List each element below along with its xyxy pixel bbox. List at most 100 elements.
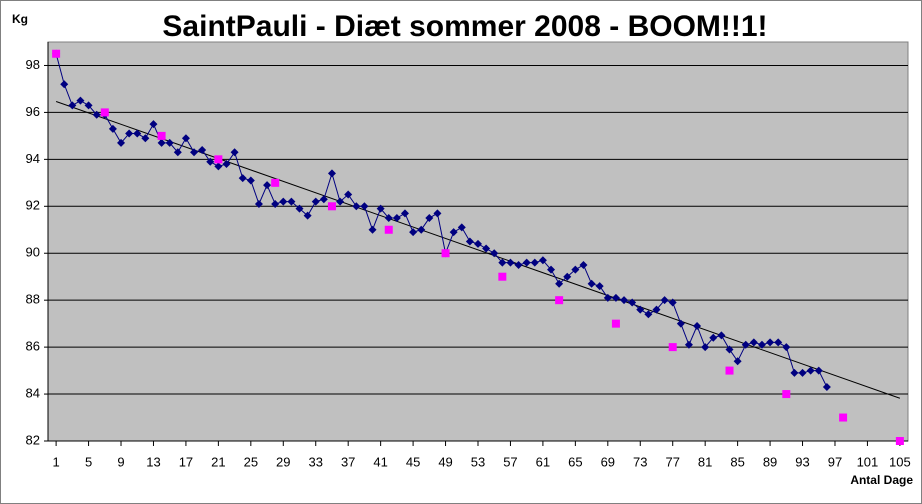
point — [660, 296, 669, 305]
point — [587, 279, 596, 288]
point — [254, 199, 263, 208]
point — [311, 197, 320, 206]
y-tick-label: 86 — [26, 339, 40, 354]
point — [238, 174, 247, 183]
point — [425, 214, 434, 223]
x-tick-label: 61 — [536, 454, 550, 469]
x-tick-label: 93 — [795, 454, 809, 469]
point — [611, 319, 620, 328]
point — [530, 258, 539, 267]
y-tick-label: 94 — [26, 151, 40, 166]
point — [611, 293, 620, 302]
point — [206, 157, 215, 166]
x-tick-label: 45 — [406, 454, 420, 469]
x-tick-label: 57 — [503, 454, 517, 469]
point — [522, 258, 531, 267]
point — [327, 202, 336, 211]
point — [465, 237, 474, 246]
point — [190, 148, 199, 157]
point — [733, 357, 742, 366]
point — [279, 197, 288, 206]
point — [117, 138, 126, 147]
x-tick-label: 81 — [698, 454, 712, 469]
x-tick-label: 1 — [52, 454, 59, 469]
x-tick-label: 29 — [276, 454, 290, 469]
trendline — [55, 100, 901, 399]
point — [327, 169, 336, 178]
point — [303, 211, 312, 220]
point — [271, 178, 280, 187]
point — [498, 272, 507, 281]
point — [368, 225, 377, 234]
point — [490, 249, 499, 258]
point — [100, 108, 109, 117]
point — [538, 256, 547, 265]
point — [165, 138, 174, 147]
x-tick-label: 105 — [889, 454, 911, 469]
point — [749, 338, 758, 347]
x-tick-label: 49 — [438, 454, 452, 469]
point — [214, 162, 223, 171]
point — [782, 390, 791, 399]
point — [133, 129, 142, 138]
point — [173, 148, 182, 157]
point — [514, 260, 523, 269]
point — [482, 244, 491, 253]
point — [676, 319, 685, 328]
point — [68, 101, 77, 110]
point — [376, 204, 385, 213]
y-tick-label: 90 — [26, 245, 40, 260]
point — [725, 366, 734, 375]
point — [644, 310, 653, 319]
point — [620, 296, 629, 305]
point — [60, 80, 69, 89]
point — [336, 197, 345, 206]
point — [108, 124, 117, 133]
point — [498, 258, 507, 267]
y-tick-label: 84 — [26, 385, 40, 400]
point — [790, 368, 799, 377]
point — [181, 134, 190, 143]
point — [433, 209, 442, 218]
x-tick-label: 85 — [730, 454, 744, 469]
x-tick-label: 13 — [146, 454, 160, 469]
point — [271, 199, 280, 208]
point — [409, 228, 418, 237]
y-tick-label: 88 — [26, 292, 40, 307]
x-tick-label: 77 — [665, 454, 679, 469]
x-tick-label: 41 — [373, 454, 387, 469]
point — [839, 413, 848, 422]
point — [709, 333, 718, 342]
point — [214, 155, 223, 164]
point — [895, 437, 904, 445]
point — [441, 249, 450, 258]
point — [814, 366, 823, 375]
x-tick-label: 89 — [763, 454, 777, 469]
point — [157, 131, 166, 140]
point — [149, 120, 158, 129]
point — [628, 298, 637, 307]
point — [782, 343, 791, 352]
point — [449, 228, 458, 237]
x-tick-label: 69 — [601, 454, 615, 469]
point — [400, 209, 409, 218]
y-tick-label: 96 — [26, 104, 40, 119]
y-tick-label: 98 — [26, 57, 40, 72]
x-tick-label: 17 — [179, 454, 193, 469]
point — [741, 340, 750, 349]
point — [295, 204, 304, 213]
point — [287, 197, 296, 206]
point — [352, 202, 361, 211]
point — [474, 239, 482, 248]
point — [52, 49, 61, 58]
point — [717, 331, 726, 340]
point — [547, 265, 556, 274]
point — [76, 96, 85, 105]
x-tick-label: 101 — [857, 454, 879, 469]
point — [636, 305, 645, 314]
point — [668, 343, 677, 352]
point — [319, 195, 328, 204]
x-tick-label: 97 — [828, 454, 842, 469]
point — [92, 110, 101, 119]
point — [774, 338, 783, 347]
